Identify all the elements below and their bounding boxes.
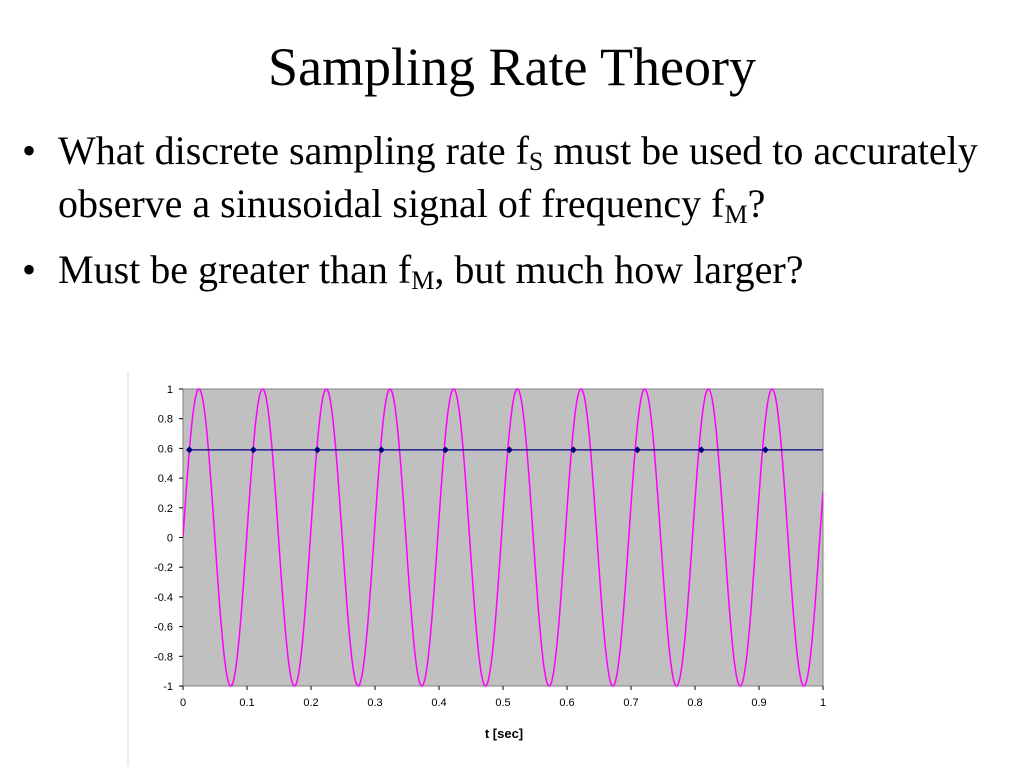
y-tick-label: -1	[163, 681, 173, 693]
bullet-item: • What discrete sampling rate fS must be…	[22, 124, 1012, 230]
bullet-list: • What discrete sampling rate fS must be…	[22, 124, 1012, 309]
x-tick-label: 0.1	[239, 697, 254, 709]
y-tick-label: 0.6	[158, 443, 173, 455]
sample-point	[441, 446, 449, 454]
plot-area: 1 0.8 0.6 0.4 0.2 0 -0.2 -0.4 -0.6 -0.8 -1 0 0.1 0.2 0…	[154, 384, 826, 709]
sample-point	[761, 446, 769, 454]
sample-point	[185, 446, 193, 454]
sampling-chart: 1 0.8 0.6 0.4 0.2 0 -0.2 -0.4 -0.6 -0.8 -1 0 0.1 0.2 0…	[127, 372, 826, 766]
x-tick-label: 0.3	[367, 697, 382, 709]
x-tick-label: 0.5	[495, 697, 510, 709]
sample-point	[313, 446, 321, 454]
y-tick-label: 1	[167, 384, 173, 396]
x-tick-label: 1	[820, 697, 826, 709]
y-tick-label: -0.8	[154, 651, 173, 663]
slide-title: Sampling Rate Theory	[268, 37, 756, 97]
sample-point	[377, 446, 385, 454]
sample-point	[569, 446, 577, 454]
y-tick-label: 0.2	[158, 503, 173, 515]
x-tick-label: 0.2	[303, 697, 318, 709]
sample-point	[505, 446, 513, 454]
x-tick-label: 0.7	[623, 697, 638, 709]
x-tick-label: 0.8	[687, 697, 702, 709]
y-tick-label: 0.4	[158, 473, 173, 485]
signal-curve	[183, 388, 823, 687]
bullet-text: What discrete sampling rate fS must be u…	[58, 128, 978, 229]
sample-point	[249, 446, 257, 454]
y-tick-label: 0	[167, 533, 173, 545]
x-tick-label: 0.9	[751, 697, 766, 709]
bullet-text: Must be greater than fM, but much how la…	[58, 247, 804, 295]
y-tick-label: -0.6	[154, 622, 173, 634]
x-axis-label: t [sec]	[485, 726, 523, 741]
bullet-item: • Must be greater than fM, but much how …	[22, 243, 1012, 296]
y-tick-label: 0.8	[158, 414, 173, 426]
bullet-icon: •	[22, 128, 37, 173]
x-tick-label: 0.4	[431, 697, 446, 709]
sample-point	[697, 446, 705, 454]
y-tick-label: -0.4	[154, 592, 173, 604]
x-tick-label: 0.6	[559, 697, 574, 709]
x-tick-label: 0	[180, 697, 186, 709]
sample-point	[633, 446, 641, 454]
y-tick-label: -0.2	[154, 562, 173, 574]
bullet-icon: •	[22, 247, 37, 292]
